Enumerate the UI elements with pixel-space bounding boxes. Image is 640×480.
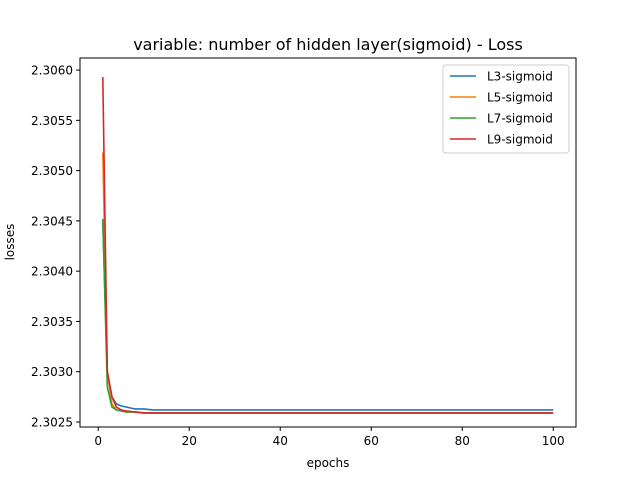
series-lines [102,77,554,414]
x-axis-ticks: 0 20 40 60 80 100 [94,427,565,448]
x-tick-label: 0 [94,434,102,448]
legend-label: L9-sigmoid [487,133,553,147]
series-line-l3-sigmoid [102,220,554,411]
x-axis-label: epochs [307,456,350,470]
legend: L3-sigmoid L5-sigmoid L7-sigmoid L9-sigmoid [442,64,570,154]
y-tick-label: 2.3045 [31,214,73,228]
x-tick-label: 80 [455,434,470,448]
legend-label: L5-sigmoid [487,91,553,105]
y-tick-label: 2.3055 [31,114,73,128]
y-tick-label: 2.3040 [31,265,73,279]
series-line-l9-sigmoid [102,77,554,414]
legend-label: L7-sigmoid [487,112,553,126]
legend-frame [442,64,570,154]
y-axis-ticks: 2.3025 2.3030 2.3035 2.3040 2.3045 2.3050 2.30… [31,64,80,429]
chart-title: variable: number of hidden layer(sigmoid… [133,35,523,54]
x-tick-label: 100 [542,434,565,448]
x-tick-label: 60 [364,434,379,448]
y-tick-label: 2.3060 [31,64,73,78]
x-tick-label: 40 [273,434,288,448]
y-tick-label: 2.3025 [31,415,73,429]
y-tick-label: 2.3050 [31,164,73,178]
y-axis-label: losses [3,224,17,261]
plot-frame [79,57,577,428]
y-tick-label: 2.3035 [31,315,73,329]
y-tick-label: 2.3030 [31,365,73,379]
legend-label: L3-sigmoid [487,70,553,84]
x-tick-label: 20 [182,434,197,448]
